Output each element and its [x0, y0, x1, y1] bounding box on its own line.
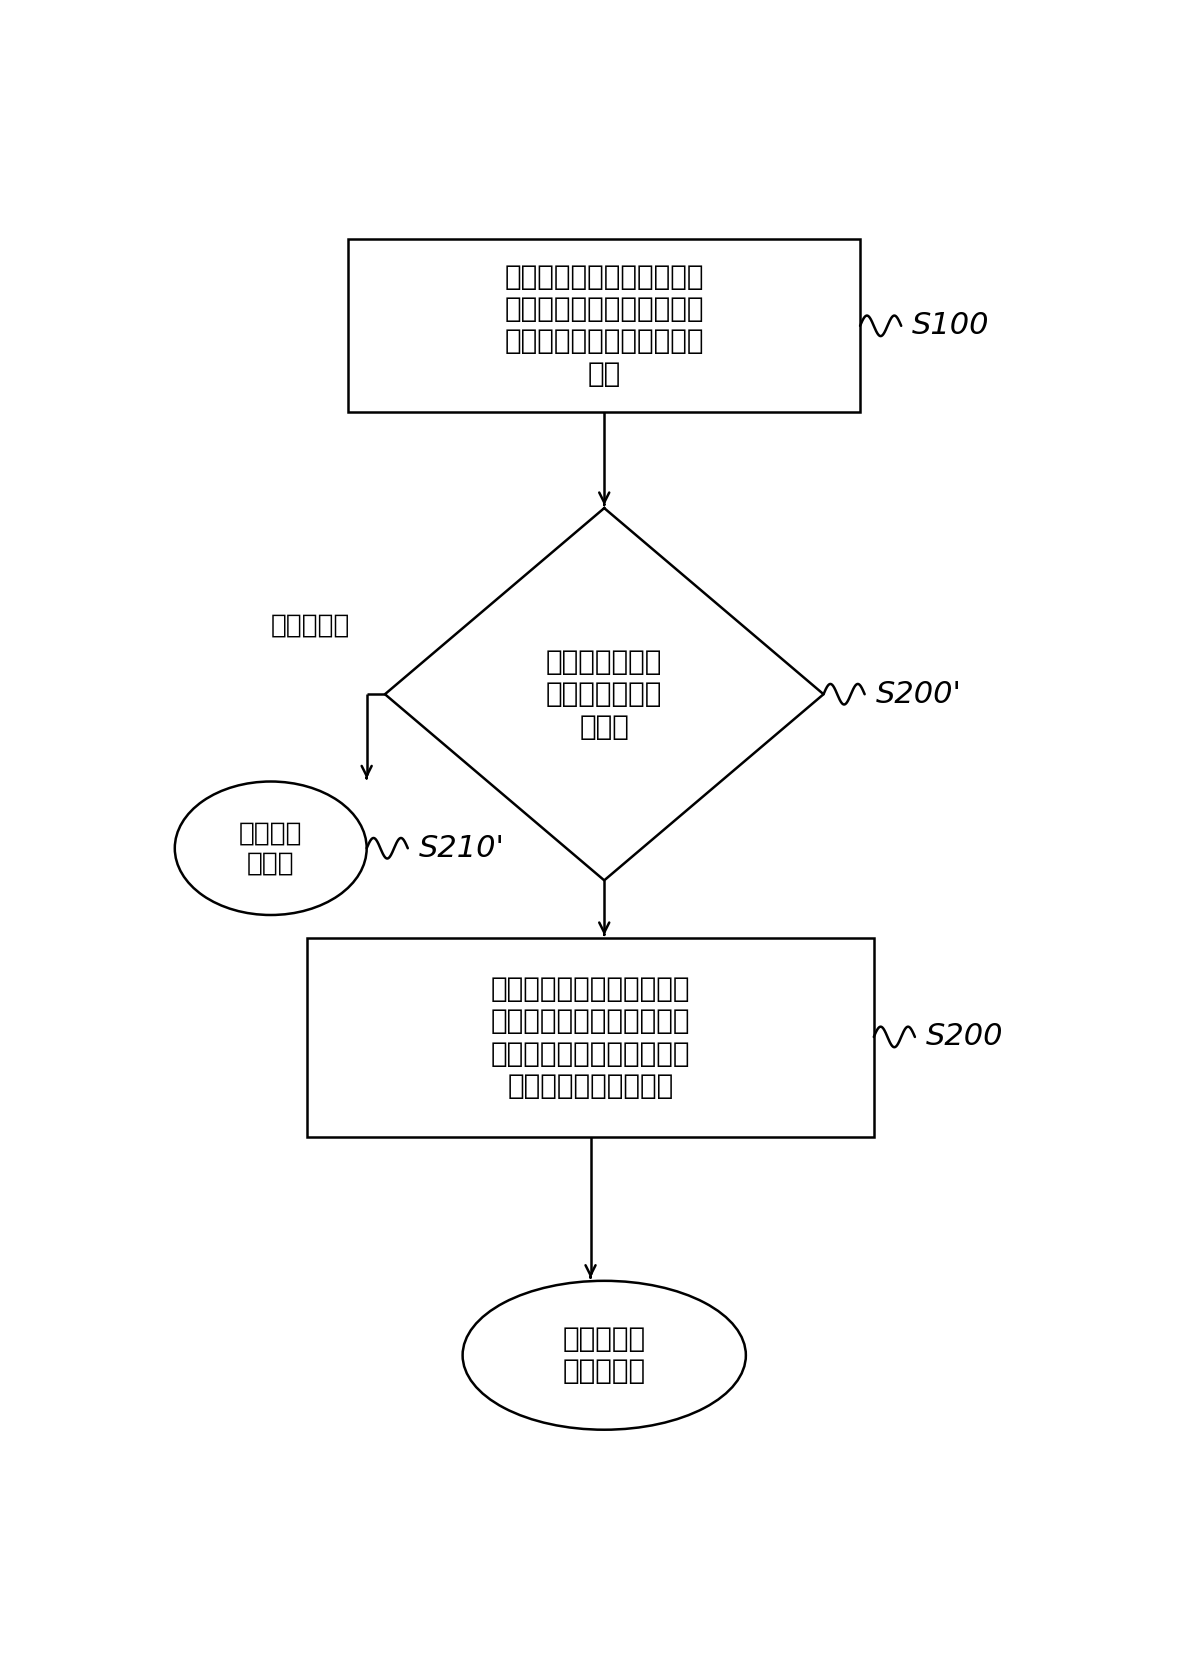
Text: 机组无请求: 机组无请求	[271, 613, 350, 638]
Text: S200': S200'	[876, 680, 962, 708]
Text: S210': S210'	[419, 834, 505, 864]
Text: S100: S100	[913, 312, 989, 340]
Bar	[308, 939, 874, 1137]
Polygon shape	[386, 508, 823, 880]
Ellipse shape	[462, 1280, 746, 1430]
Bar	[349, 238, 861, 412]
Text: 根据各压缩机的运行次数来
判断，运行次数少的压缩机
先开，运行次数相同，则先
开启序列号低的压缩机: 根据各压缩机的运行次数来 判断，运行次数少的压缩机 先开，运行次数相同，则先 开…	[490, 975, 690, 1100]
Text: 满足机组开启条
件，收集开机请
求信号: 满足机组开启条 件，收集开机请 求信号	[546, 648, 663, 740]
Ellipse shape	[174, 782, 367, 915]
Text: 输出第一
预设值: 输出第一 预设值	[239, 820, 303, 877]
Text: 机组上电，显示板依据时间
给每个压缩机运行次数赋初
始值，检测各压缩机的运行
次数: 机组上电，显示板依据时间 给每个压缩机运行次数赋初 始值，检测各压缩机的运行 次…	[505, 263, 704, 388]
Text: S200: S200	[926, 1022, 1003, 1052]
Text: 输出压缩机
开启序列号: 输出压缩机 开启序列号	[562, 1325, 646, 1385]
